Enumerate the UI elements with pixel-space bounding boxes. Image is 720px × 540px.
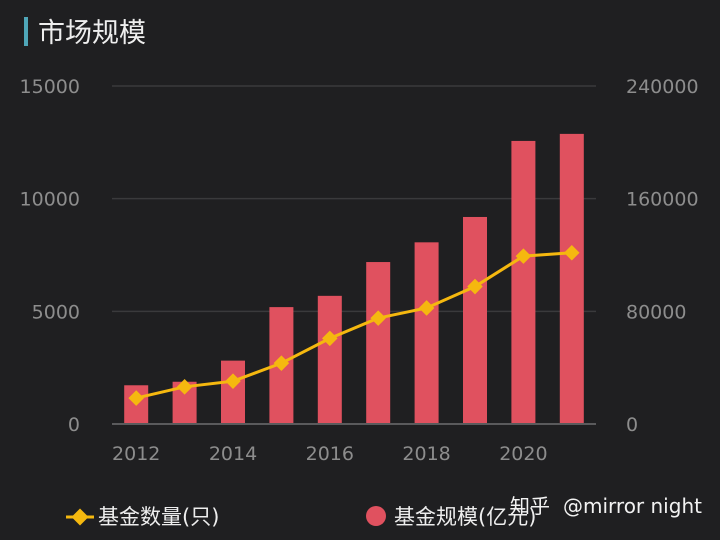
- fund-count-line: [135, 251, 572, 400]
- legend-diamond-icon: [71, 508, 89, 526]
- legend-bar-label: 基金规模(亿元): [394, 505, 536, 529]
- title-accent-bar: [24, 17, 28, 46]
- left-tick-label: 15000: [20, 76, 80, 98]
- x-tick-label: 2020: [499, 443, 547, 465]
- watermark-user: @mirror night: [563, 494, 702, 518]
- x-tick-label: 2014: [209, 443, 257, 465]
- legend: 基金数量(只) 基金规模(亿元): [66, 505, 536, 529]
- legend-circle-icon: [366, 506, 386, 526]
- legend-line-label: 基金数量(只): [98, 505, 219, 529]
- right-tick-label: 80000: [626, 301, 686, 323]
- x-tick-label: 2018: [402, 443, 450, 465]
- bar-series-fund-size: [124, 133, 584, 425]
- watermark-site: 知乎: [510, 494, 550, 518]
- x-tick-label: 2012: [112, 443, 160, 465]
- legend-item-line[interactable]: 基金数量(只): [66, 505, 219, 529]
- right-tick-label: 160000: [626, 189, 699, 211]
- bar[interactable]: [221, 360, 245, 424]
- left-tick-label: 0: [68, 414, 80, 436]
- bar[interactable]: [414, 242, 439, 424]
- bar[interactable]: [317, 295, 342, 424]
- right-y-axis: 0 80000 160000 240000: [626, 76, 699, 436]
- left-tick-label: 5000: [32, 301, 80, 323]
- left-tick-label: 10000: [20, 189, 80, 211]
- left-y-axis: 0 5000 10000 15000: [20, 76, 80, 436]
- legend-item-bar[interactable]: 基金规模(亿元): [366, 505, 536, 529]
- line-point[interactable]: [128, 390, 144, 406]
- x-axis: 2012 2014 2016 2018 2020: [112, 423, 596, 465]
- line-point[interactable]: [176, 379, 193, 395]
- bar[interactable]: [463, 216, 487, 424]
- line-point[interactable]: [225, 373, 241, 389]
- watermark: 知乎 @mirror night: [510, 494, 702, 518]
- right-tick-label: 240000: [626, 76, 699, 98]
- chart-title: 市场规模: [38, 18, 146, 49]
- x-tick-label: 2016: [306, 443, 354, 465]
- right-tick-label: 0: [626, 414, 638, 436]
- chart-header: 市场规模: [24, 17, 146, 49]
- bar[interactable]: [559, 133, 584, 424]
- bar[interactable]: [511, 140, 536, 425]
- bar[interactable]: [366, 262, 391, 424]
